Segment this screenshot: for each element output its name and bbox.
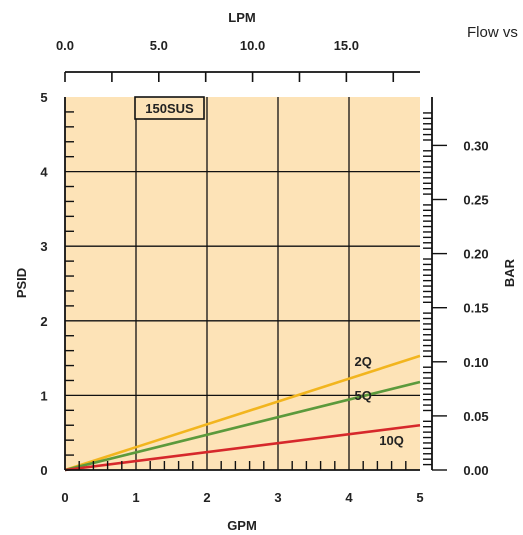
y2-tick-label: 0.20 [463,247,488,262]
plot-background [65,97,420,470]
x-axis-title: GPM [227,518,257,533]
y-tick-label: 2 [40,314,47,329]
series-line-10q [64,423,421,472]
annotation-label: 150SUS [145,101,194,116]
y2-tick-label: 0.10 [463,355,488,370]
x2-tick-label: 0.0 [56,38,74,53]
y-tick-label: 4 [40,165,48,180]
x2-axis-title: LPM [228,10,255,25]
x-tick-label: 0 [61,490,68,505]
y-tick-label: 3 [40,239,47,254]
tick-labels: 2Q 5Q 10Q 0 1 2 3 4 5 0 1 2 3 4 5 0.0 5.0 10.0 15.0 0.00 0.0… [40,38,488,505]
series-line-5q [64,380,421,472]
series-label-5q: 5Q [355,388,372,403]
x-tick-label: 3 [274,490,281,505]
y-axis-title: PSID [14,268,29,298]
y2-tick-label: 0.00 [463,463,488,478]
x-tick-label: 4 [345,490,353,505]
y-tick-label: 1 [40,388,47,403]
y2-axis-title: BAR [502,258,517,287]
y2-tick-label: 0.05 [463,409,488,424]
x-tick-label: 5 [416,490,423,505]
x-tick-label: 2 [203,490,210,505]
series-label-2q: 2Q [355,354,372,369]
x2-tick-label: 10.0 [240,38,265,53]
chart-title: Flow vs [467,24,518,41]
series-lines [64,354,421,472]
x-tick-label: 1 [132,490,139,505]
axes [64,71,447,471]
x2-tick-label: 15.0 [334,38,359,53]
x2-tick-label: 5.0 [150,38,168,53]
y-tick-label: 0 [40,463,47,478]
series-label-10q: 10Q [379,433,404,448]
y2-tick-label: 0.30 [463,138,488,153]
annotation-box: 150SUS [134,96,205,120]
y2-tick-label: 0.15 [463,301,488,316]
series-line-2q [64,354,421,472]
grid-lines [65,97,420,470]
y2-tick-label: 0.25 [463,193,488,208]
y-tick-label: 5 [40,90,47,105]
